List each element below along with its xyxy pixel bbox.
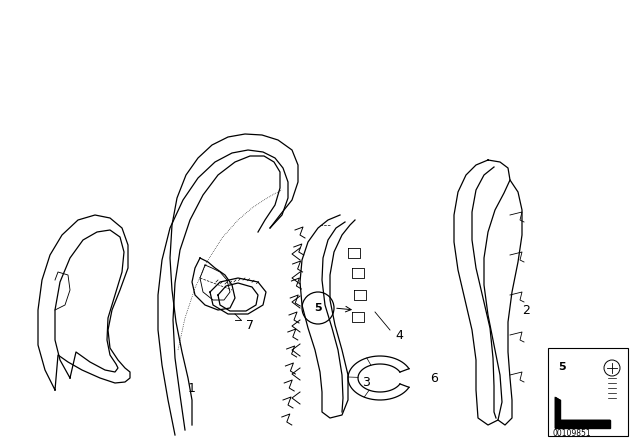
Text: 3: 3 xyxy=(362,375,370,388)
Text: 00109851: 00109851 xyxy=(553,429,591,438)
Text: 6: 6 xyxy=(430,371,438,384)
Circle shape xyxy=(302,292,334,324)
Bar xyxy=(548,348,628,436)
Text: 5: 5 xyxy=(314,303,322,313)
Text: 7: 7 xyxy=(246,319,254,332)
Text: 1: 1 xyxy=(188,382,196,395)
Text: 2: 2 xyxy=(522,303,530,316)
Text: 5: 5 xyxy=(558,362,566,372)
Text: 4: 4 xyxy=(395,328,403,341)
Polygon shape xyxy=(555,397,610,428)
